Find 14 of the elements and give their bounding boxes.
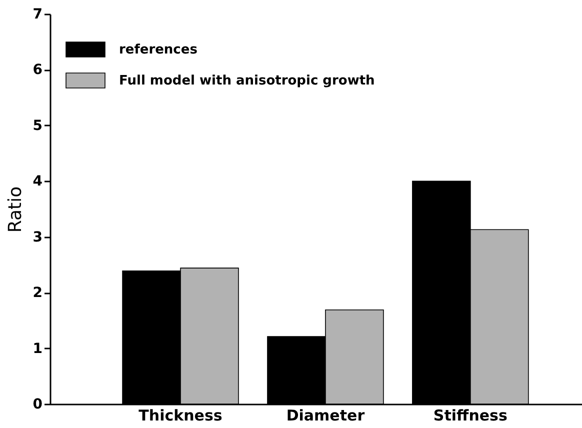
- y-tick-label: 1: [32, 340, 42, 357]
- x-tick-label: Thickness: [138, 406, 222, 424]
- x-tick-label: Diameter: [286, 406, 366, 424]
- y-tick-label: 0: [32, 396, 43, 412]
- x-tick-label: Stiffness: [433, 406, 508, 424]
- y-axis-title: Ratio: [4, 186, 26, 233]
- legend-label: Full model with anisotropic growth: [119, 74, 375, 88]
- y-tick-label: 4: [32, 174, 43, 190]
- y-tick-label: 7: [32, 6, 42, 22]
- legend-label: references: [119, 42, 198, 58]
- y-tick-label: 5: [32, 118, 42, 134]
- y-tick-label: 2: [32, 285, 42, 302]
- y-tick-label: 3: [32, 229, 42, 246]
- y-tick-label: 6: [32, 62, 42, 78]
